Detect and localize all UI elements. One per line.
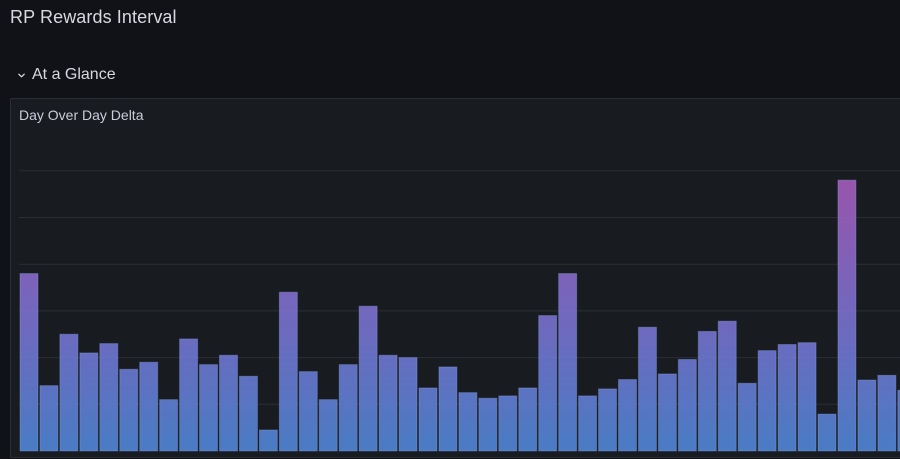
chart-bar[interactable] — [219, 354, 238, 452]
chart-bar[interactable] — [618, 379, 637, 452]
chart-bar[interactable] — [59, 333, 79, 452]
chart-bar[interactable] — [598, 388, 618, 452]
chart-bar[interactable] — [238, 375, 258, 452]
chart-bar[interactable] — [737, 382, 757, 452]
chart-bar[interactable] — [258, 429, 278, 452]
chart-bar[interactable] — [139, 361, 159, 452]
chart-bar[interactable] — [39, 385, 59, 452]
chart-bar[interactable] — [478, 397, 498, 452]
chart-bar[interactable] — [538, 315, 558, 452]
chart-bar[interactable] — [438, 366, 458, 452]
chart-bar[interactable] — [418, 387, 438, 452]
chart-bar[interactable] — [657, 373, 677, 452]
chart-bar[interactable] — [19, 273, 39, 452]
panel-title[interactable]: Day Over Day Delta — [19, 107, 144, 123]
chart-bar[interactable] — [498, 395, 518, 452]
chart-bar[interactable] — [897, 389, 900, 452]
chart-bar[interactable] — [278, 291, 298, 452]
chart-bar[interactable] — [338, 364, 358, 452]
row-title: At a Glance — [32, 66, 116, 83]
chart-bar[interactable] — [378, 354, 398, 452]
chart-bar[interactable] — [697, 330, 717, 452]
chart-bar[interactable] — [558, 273, 578, 452]
chart-bar[interactable] — [637, 326, 657, 452]
chart-bar[interactable] — [159, 399, 179, 452]
chart-bar[interactable] — [458, 392, 478, 452]
chart-bar[interactable] — [518, 387, 538, 452]
chart-bar[interactable] — [877, 374, 897, 452]
bars — [19, 179, 900, 452]
chart-bar[interactable] — [837, 179, 857, 452]
chart-bar[interactable] — [857, 379, 877, 452]
dashboard-title: RP Rewards Interval — [10, 7, 177, 27]
chart-bar[interactable] — [298, 371, 318, 452]
chart-bar[interactable] — [79, 352, 99, 452]
chart-bar[interactable] — [677, 358, 697, 452]
chart-bar[interactable] — [119, 368, 139, 452]
chart-bar[interactable] — [717, 320, 737, 452]
panel-day-over-day-delta[interactable]: Day Over Day Delta — [10, 98, 900, 458]
row-header-at-a-glance[interactable]: At a Glance — [17, 66, 116, 84]
chart-bar[interactable] — [179, 338, 199, 452]
chart-bar[interactable] — [777, 344, 797, 452]
chart-bar[interactable] — [797, 342, 817, 452]
bar-chart — [19, 170, 900, 452]
chart-bar[interactable] — [578, 395, 598, 452]
chart-bar[interactable] — [757, 350, 777, 452]
chart-bar[interactable] — [318, 399, 338, 452]
chart-bar[interactable] — [817, 413, 837, 452]
chevron-down-icon — [18, 73, 25, 77]
chart-bar[interactable] — [398, 357, 418, 452]
chart-bar[interactable] — [99, 343, 119, 452]
chart-bar[interactable] — [358, 305, 378, 452]
chart-bar[interactable] — [199, 364, 219, 452]
